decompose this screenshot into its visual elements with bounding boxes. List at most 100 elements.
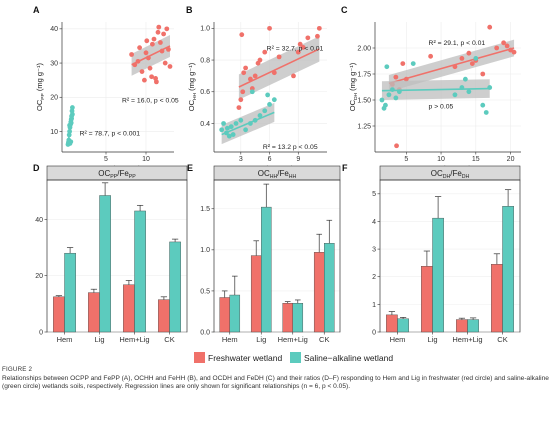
legend-label-saline: Saline−alkaline wetland xyxy=(304,353,393,363)
data-point-fresh xyxy=(164,26,170,32)
data-point-fresh xyxy=(252,73,258,79)
x-tick-label: 10 xyxy=(142,156,150,163)
bar-fresh xyxy=(313,252,325,333)
data-point-fresh xyxy=(236,105,242,111)
panel-letter: C xyxy=(341,5,348,15)
data-point-fresh xyxy=(139,69,145,75)
data-point-fresh xyxy=(511,49,517,55)
data-point-saline xyxy=(462,76,468,82)
y-tick-label: 2 xyxy=(372,274,376,281)
bar-saline xyxy=(169,241,181,333)
bar-fresh xyxy=(491,264,503,333)
panel-letter: E xyxy=(187,163,193,173)
y-axis-label-sub: DH xyxy=(353,92,359,100)
data-point-fresh xyxy=(162,60,168,66)
y-tick-label: 1.0 xyxy=(200,26,210,33)
data-point-fresh xyxy=(143,50,149,56)
category-label: Hem+Lig xyxy=(119,335,149,344)
data-point-fresh xyxy=(137,45,143,51)
category-label: Lig xyxy=(427,335,437,344)
data-point-fresh xyxy=(400,61,406,66)
data-point-saline xyxy=(230,132,236,137)
bar-saline xyxy=(292,303,304,333)
x-tick-label: 3 xyxy=(239,156,243,163)
data-point-fresh xyxy=(487,24,493,30)
bar-fresh xyxy=(421,266,433,333)
data-point-saline xyxy=(483,110,489,115)
y-tick-label: 1.25 xyxy=(357,123,371,130)
y-tick-label: 1.0 xyxy=(200,247,210,254)
data-point-saline xyxy=(384,64,390,70)
data-point-fresh xyxy=(240,89,246,95)
y-tick-label: 10 xyxy=(50,129,58,136)
bar-saline xyxy=(502,206,514,333)
y-tick-label: 5 xyxy=(372,191,376,198)
y-tick-label: 1.5 xyxy=(200,206,210,213)
bar-saline xyxy=(261,206,272,333)
x-tick-label: 5 xyxy=(104,156,108,163)
y-tick-label: 20 xyxy=(50,95,58,102)
data-point-saline xyxy=(379,97,385,103)
y-axis-label-sub: HH xyxy=(192,92,198,100)
data-point-fresh xyxy=(262,49,268,55)
category-label: Hem+Lig xyxy=(452,335,482,344)
scatter-panel-a: A51010203040FePP (mg g⁻¹)OCPP (mg g⁻¹)R²… xyxy=(33,5,179,175)
data-point-saline xyxy=(480,102,486,108)
stat-annotation: R² = 16.0, p < 0.05 xyxy=(122,97,179,104)
y-axis-label-main: OC xyxy=(348,99,357,111)
data-point-fresh xyxy=(243,65,249,71)
data-point-fresh xyxy=(149,74,155,80)
panel-letter: F xyxy=(342,163,348,173)
data-point-fresh xyxy=(156,24,162,30)
category-label: CK xyxy=(319,335,329,344)
data-point-saline xyxy=(70,105,75,110)
data-point-fresh xyxy=(147,65,153,71)
y-axis-label-main: OC xyxy=(35,99,44,111)
data-point-fresh xyxy=(238,97,244,103)
y-tick-label: 20 xyxy=(35,273,43,280)
bar-saline xyxy=(134,210,146,333)
facet-strip-label: OCDH/FeDH xyxy=(431,169,470,180)
data-point-saline xyxy=(267,102,272,107)
data-point-saline xyxy=(221,121,226,126)
bar-fresh xyxy=(456,319,468,333)
data-point-fresh xyxy=(459,56,465,61)
panel-letter: B xyxy=(186,5,193,15)
stat-annotation: R² = 13.2 p < 0.05 xyxy=(263,144,318,151)
caption-text: Relationships between OCPP and FePP (A),… xyxy=(2,374,549,391)
panel-letter: A xyxy=(33,5,40,15)
y-tick-label: 40 xyxy=(35,217,43,224)
data-point-fresh xyxy=(494,45,500,51)
data-point-fresh xyxy=(316,25,322,31)
data-point-fresh xyxy=(255,60,261,66)
bar-fresh xyxy=(88,292,100,333)
strip-main: OC xyxy=(98,169,110,178)
data-point-fresh xyxy=(144,38,150,44)
strip-sep: /Fe xyxy=(277,169,289,178)
data-point-fresh xyxy=(504,43,510,49)
y-tick-label: 0.5 xyxy=(200,288,210,295)
data-point-fresh xyxy=(158,40,163,45)
data-point-fresh xyxy=(394,143,399,149)
category-label: Hem xyxy=(390,335,406,344)
y-tick-label: 1 xyxy=(372,302,376,309)
strip-main: OC xyxy=(258,169,270,178)
regression-line-fresh xyxy=(388,47,515,85)
data-point-fresh xyxy=(466,50,472,56)
category-label: Lig xyxy=(256,335,266,344)
data-point-saline xyxy=(262,108,268,114)
data-point-saline xyxy=(381,105,387,111)
data-point-saline xyxy=(473,56,479,61)
data-point-fresh xyxy=(276,54,282,60)
y-tick-label: 40 xyxy=(50,26,58,33)
facet-strip-label: OCPP/FePP xyxy=(98,169,136,180)
data-point-saline xyxy=(243,127,249,133)
panel-letter: D xyxy=(33,163,40,173)
category-label: Hem xyxy=(57,335,73,344)
strip-sub: PP xyxy=(129,174,136,180)
